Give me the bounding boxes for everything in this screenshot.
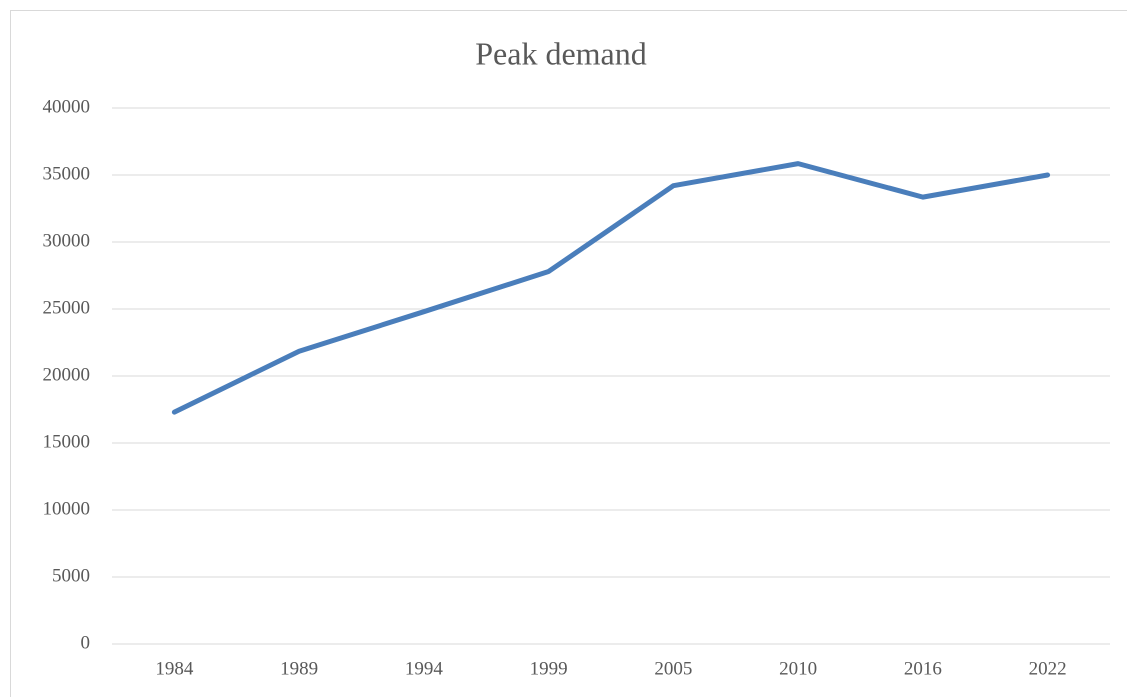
chart-title: Peak demand: [475, 35, 647, 71]
x-tick-label: 1989: [280, 658, 318, 679]
y-tick-label: 35000: [43, 163, 91, 184]
y-tick-label: 20000: [43, 364, 91, 385]
y-tick-label: 10000: [43, 498, 91, 519]
y-tick-label: 30000: [43, 230, 91, 251]
y-tick-label: 15000: [43, 431, 91, 452]
data-line: [171, 161, 1051, 415]
y-tick-label: 5000: [52, 565, 90, 586]
y-tick-label: 25000: [43, 297, 91, 318]
x-tick-label: 1999: [530, 658, 568, 679]
y-tick-label: 40000: [43, 96, 91, 117]
x-tick-label: 1984: [155, 658, 194, 679]
x-tick-label: 1994: [405, 658, 444, 679]
x-tick-label: 2005: [654, 658, 692, 679]
chart-border: [10, 10, 1127, 697]
x-tick-label: 2022: [1029, 658, 1067, 679]
x-tick-label: 2016: [904, 658, 942, 679]
x-tick-label: 2010: [779, 658, 817, 679]
y-tick-label: 0: [81, 632, 91, 653]
